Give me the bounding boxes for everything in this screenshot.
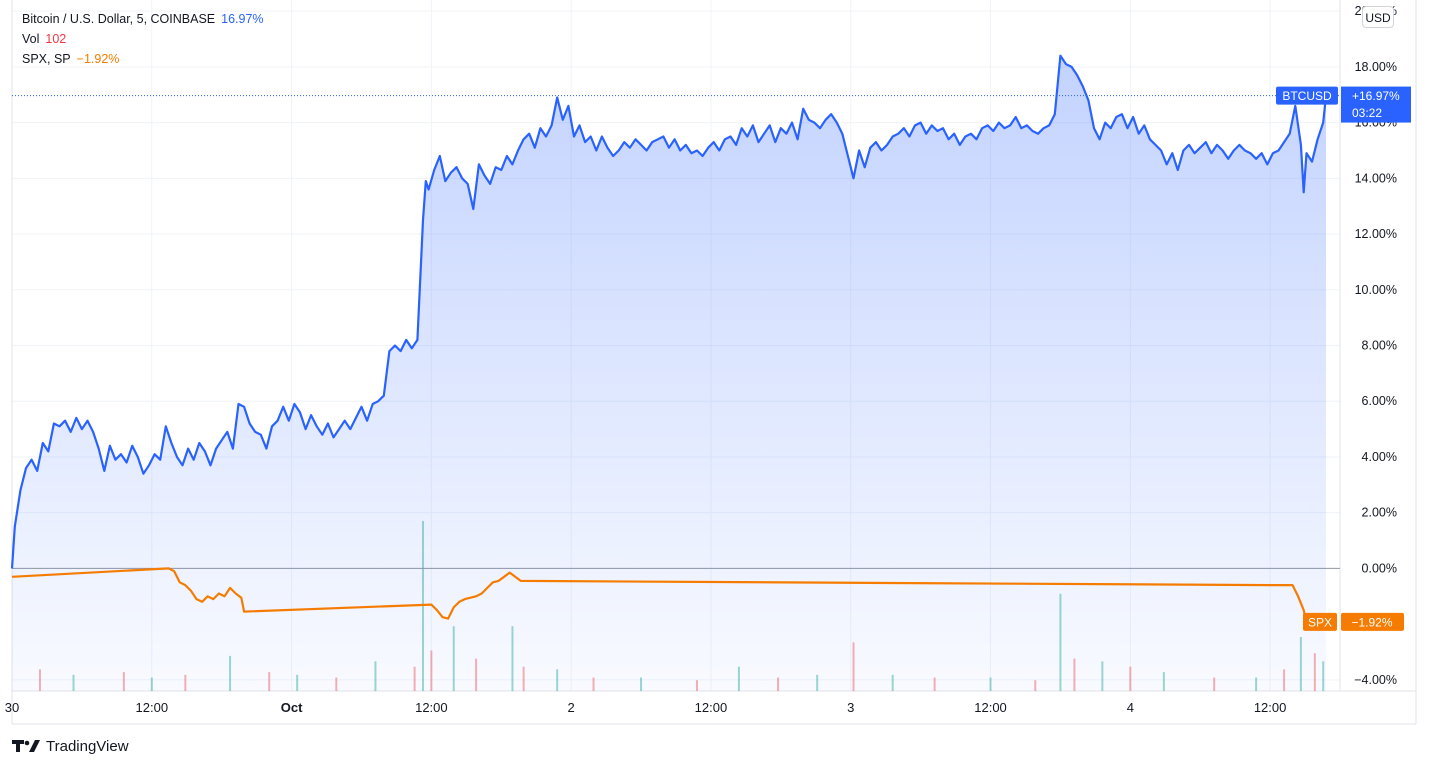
x-axis-tick-label: 30 [5, 700, 19, 715]
x-axis-tick-label: 12:00 [415, 700, 448, 715]
legend-spx[interactable]: SPX, SP −1.92% [22, 49, 264, 69]
y-axis-tick-label: 10.00% [1355, 283, 1397, 297]
tradingview-logo-icon [12, 740, 40, 752]
btcusd-area [12, 55, 1327, 691]
y-axis-tick-label: 6.00% [1362, 394, 1397, 408]
x-axis-tick-label: 3 [847, 700, 854, 715]
btcusd-last-value: +16.97% [1352, 89, 1400, 103]
tradingview-brand: TradingView [46, 737, 129, 755]
legend-main-label: Bitcoin / U.S. Dollar, 5, COINBASE [22, 12, 216, 26]
legend-volume[interactable]: Vol 102 [22, 29, 264, 49]
y-axis-tick-label: 8.00% [1362, 339, 1397, 353]
x-axis-tick-label: Oct [281, 700, 303, 715]
x-axis-tick-label: 12:00 [136, 700, 169, 715]
y-axis-tick-label: 12.00% [1355, 227, 1397, 241]
chart-legend: Bitcoin / U.S. Dollar, 5, COINBASE 16.97%… [22, 9, 264, 69]
spx-name-tag [1303, 612, 1337, 631]
spx-name-label: SPX [1308, 615, 1332, 629]
x-axis-tick-label: 12:00 [695, 700, 728, 715]
spx-line [11, 567, 1308, 623]
currency-button[interactable]: USD [1362, 6, 1394, 28]
spx-last-value: −1.92% [1351, 615, 1392, 629]
y-axis-tick-label: 14.00% [1355, 171, 1397, 185]
spx-price-tag [1341, 612, 1404, 631]
btcusd-countdown: 03:22 [1352, 106, 1382, 120]
btcusd-price-tag [1341, 86, 1411, 123]
x-axis-tick-label: 2 [568, 700, 575, 715]
legend-main[interactable]: Bitcoin / U.S. Dollar, 5, COINBASE 16.97% [22, 9, 264, 29]
legend-volume-label: Vol [22, 32, 40, 46]
x-axis-tick-label: 4 [1127, 700, 1134, 715]
legend-spx-value: −1.92% [76, 52, 120, 66]
y-axis-tick-label: 2.00% [1362, 506, 1397, 520]
legend-volume-value: 102 [45, 32, 67, 46]
y-axis-tick-label: 4.00% [1362, 450, 1397, 464]
y-axis-tick-label: −4.00% [1354, 673, 1397, 687]
legend-main-value: 16.97% [221, 12, 264, 26]
btcusd-name-tag [1276, 86, 1338, 105]
x-axis-tick-label: 12:00 [1254, 700, 1287, 715]
x-axis-tick-label: 12:00 [974, 700, 1007, 715]
legend-spx-label: SPX, SP [22, 52, 71, 66]
btcusd-name-label: BTCUSD [1282, 89, 1332, 103]
y-axis-tick-label: 0.00% [1362, 561, 1397, 575]
y-axis-tick-label: 18.00% [1355, 60, 1397, 74]
btcusd-line [10, 54, 1328, 569]
tradingview-footer[interactable]: TradingView [12, 735, 129, 757]
